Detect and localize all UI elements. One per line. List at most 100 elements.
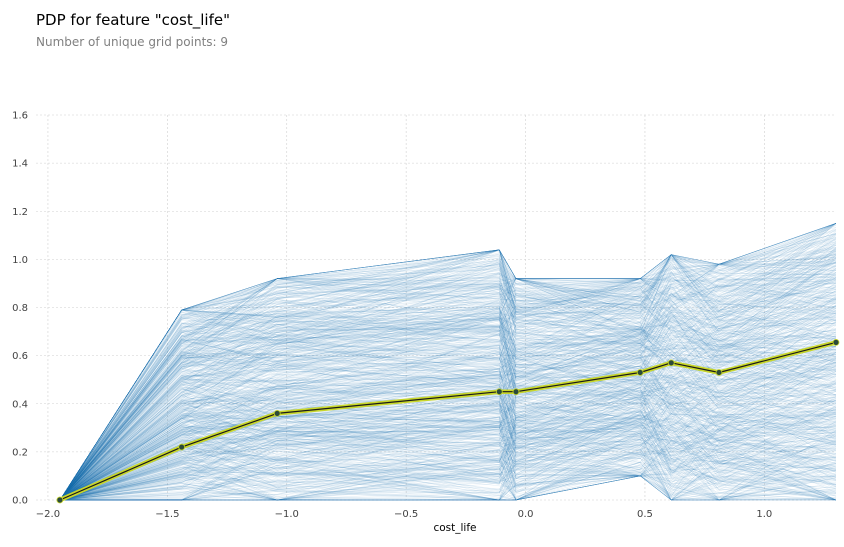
ice-line [59,223,837,501]
ice-line [59,406,837,501]
ice-line [59,345,837,501]
ice-line [59,472,837,501]
ice-line [59,336,837,501]
ice-line [59,384,837,501]
ice-line [59,428,837,501]
ice-line [59,223,837,501]
ice-line [59,444,837,501]
ice-line [59,275,837,501]
ice-line [59,223,837,501]
ice-line [59,276,837,501]
ice-line [59,257,837,501]
ice-line [59,370,837,501]
ice-line [59,364,837,501]
ice-line [59,302,837,501]
ice-line [59,316,837,501]
ice-line [59,310,837,501]
y-tick-label: 1.6 [12,111,28,122]
ice-line [59,317,837,501]
ice-line [59,384,837,501]
ice-line [59,335,837,501]
ice-line [59,288,837,501]
ice-line [59,351,837,501]
y-tick-label: 1.4 [12,159,28,170]
x-tick-label: 0.0 [518,509,534,520]
ice-line [59,306,837,501]
ice-line [59,223,837,501]
ice-line [59,444,837,501]
ice-line [59,309,837,501]
ice-line [59,261,837,501]
ice-line [59,457,837,501]
ice-line [59,475,837,501]
ice-line [59,289,837,501]
ice-line [59,318,837,501]
grid [36,114,836,501]
ice-line [59,233,837,501]
ice-line [59,249,837,501]
ice-line [59,244,837,501]
ice-line [59,449,837,501]
ice-line [59,243,837,501]
ice-line [59,401,837,501]
ice-line [59,379,837,501]
ice-line [59,400,837,501]
ice-line [59,247,837,501]
ice-line [59,330,837,501]
ice-line [59,400,837,501]
ice-line [59,454,837,501]
ice-line [59,462,837,501]
ice-line [59,282,837,501]
ice-line [59,442,837,501]
ice-line [59,340,837,501]
ice-line [59,398,837,501]
ice-line [59,428,837,501]
ice-line [59,391,837,501]
ice-line [59,430,837,501]
ice-line [59,223,837,501]
ice-line [59,311,837,501]
ice-line [59,321,837,501]
ice-line [59,267,837,501]
ice-line [59,356,837,501]
ice-line [59,291,837,501]
ice-line [59,416,837,501]
ice-line [59,258,837,501]
ice-line [59,255,837,501]
ice-line [59,405,837,501]
ice-line [59,424,837,501]
ice-line [59,413,837,501]
ice-line [59,239,837,501]
ice-line [59,252,837,501]
ice-line [59,465,837,501]
ice-line [59,223,837,501]
pdp-point [56,496,64,504]
ice-line [59,272,837,501]
ice-line [59,291,837,501]
ice-line [59,418,837,501]
ice-line [59,376,837,501]
y-tick-label: 0.2 [12,447,28,458]
ice-line [59,416,837,501]
ice-line [59,381,837,501]
ice-line [59,401,837,501]
ice-line [59,274,837,501]
ice-line [59,458,837,501]
ice-line [59,272,837,501]
ice-line [59,401,837,501]
ice-line [59,254,837,501]
ice-line [59,241,837,501]
ice-line [59,326,837,501]
ice-line [59,223,837,501]
ice-line [59,369,837,501]
ice-line [59,390,837,501]
ice-line [59,308,837,501]
ice-line [59,328,837,501]
ice-line [59,274,837,501]
ice-line [59,385,837,501]
ice-line [59,399,837,501]
ice-line [59,297,837,501]
ice-line [59,389,837,501]
ice-line [59,264,837,501]
